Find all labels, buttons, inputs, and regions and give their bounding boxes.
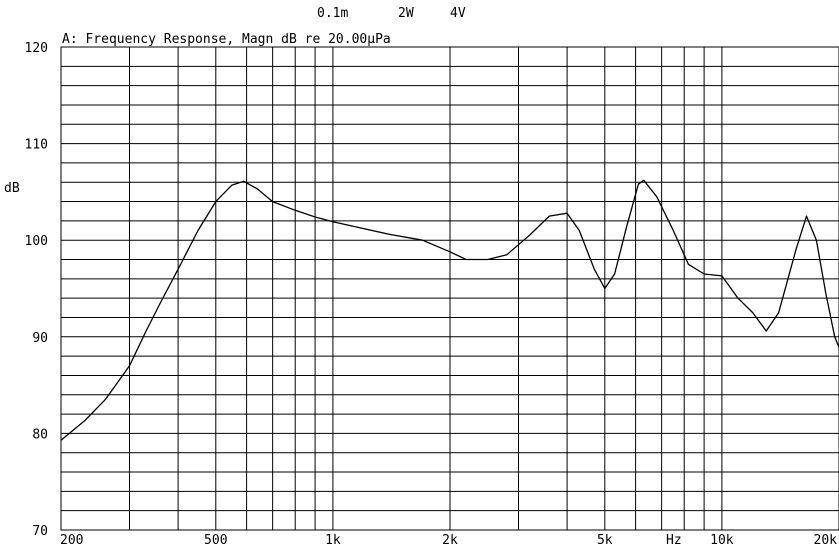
setting-power: 2W (398, 6, 414, 21)
y-tick-label: 70 (32, 524, 48, 539)
x-tick-label: 1k (325, 533, 341, 548)
plot-frame (60, 46, 839, 531)
y-tick-label: 90 (32, 331, 48, 346)
chart-header: 0.1m 2W 4V A: Frequency Response, Magn d… (62, 6, 466, 47)
x-axis-label: Hz (666, 533, 682, 548)
setting-distance: 0.1m (317, 6, 348, 21)
y-tick-labels: 70 80 90 100 110 120 (25, 41, 48, 539)
x-tick-label: 20k (814, 533, 838, 548)
y-tick-label: 100 (25, 234, 48, 249)
y-tick-label: 80 (32, 427, 48, 442)
x-tick-labels: 200 500 1k 2k 5k 10k 20k (60, 533, 837, 548)
chart-title: A: Frequency Response, Magn dB re 20.00µ… (62, 32, 391, 47)
x-tick-label: 10k (710, 533, 734, 548)
x-tick-label: 200 (60, 533, 83, 548)
x-tick-label: 500 (204, 533, 227, 548)
plot-area (60, 179, 839, 441)
setting-voltage: 4V (450, 6, 466, 21)
y-tick-label: 120 (25, 41, 48, 56)
x-tick-label: 5k (597, 533, 613, 548)
grid (60, 46, 839, 531)
y-tick-label: 110 (25, 138, 48, 153)
response-curve (60, 179, 839, 441)
x-tick-label: 2k (442, 533, 458, 548)
y-axis-label: dB (4, 181, 20, 196)
